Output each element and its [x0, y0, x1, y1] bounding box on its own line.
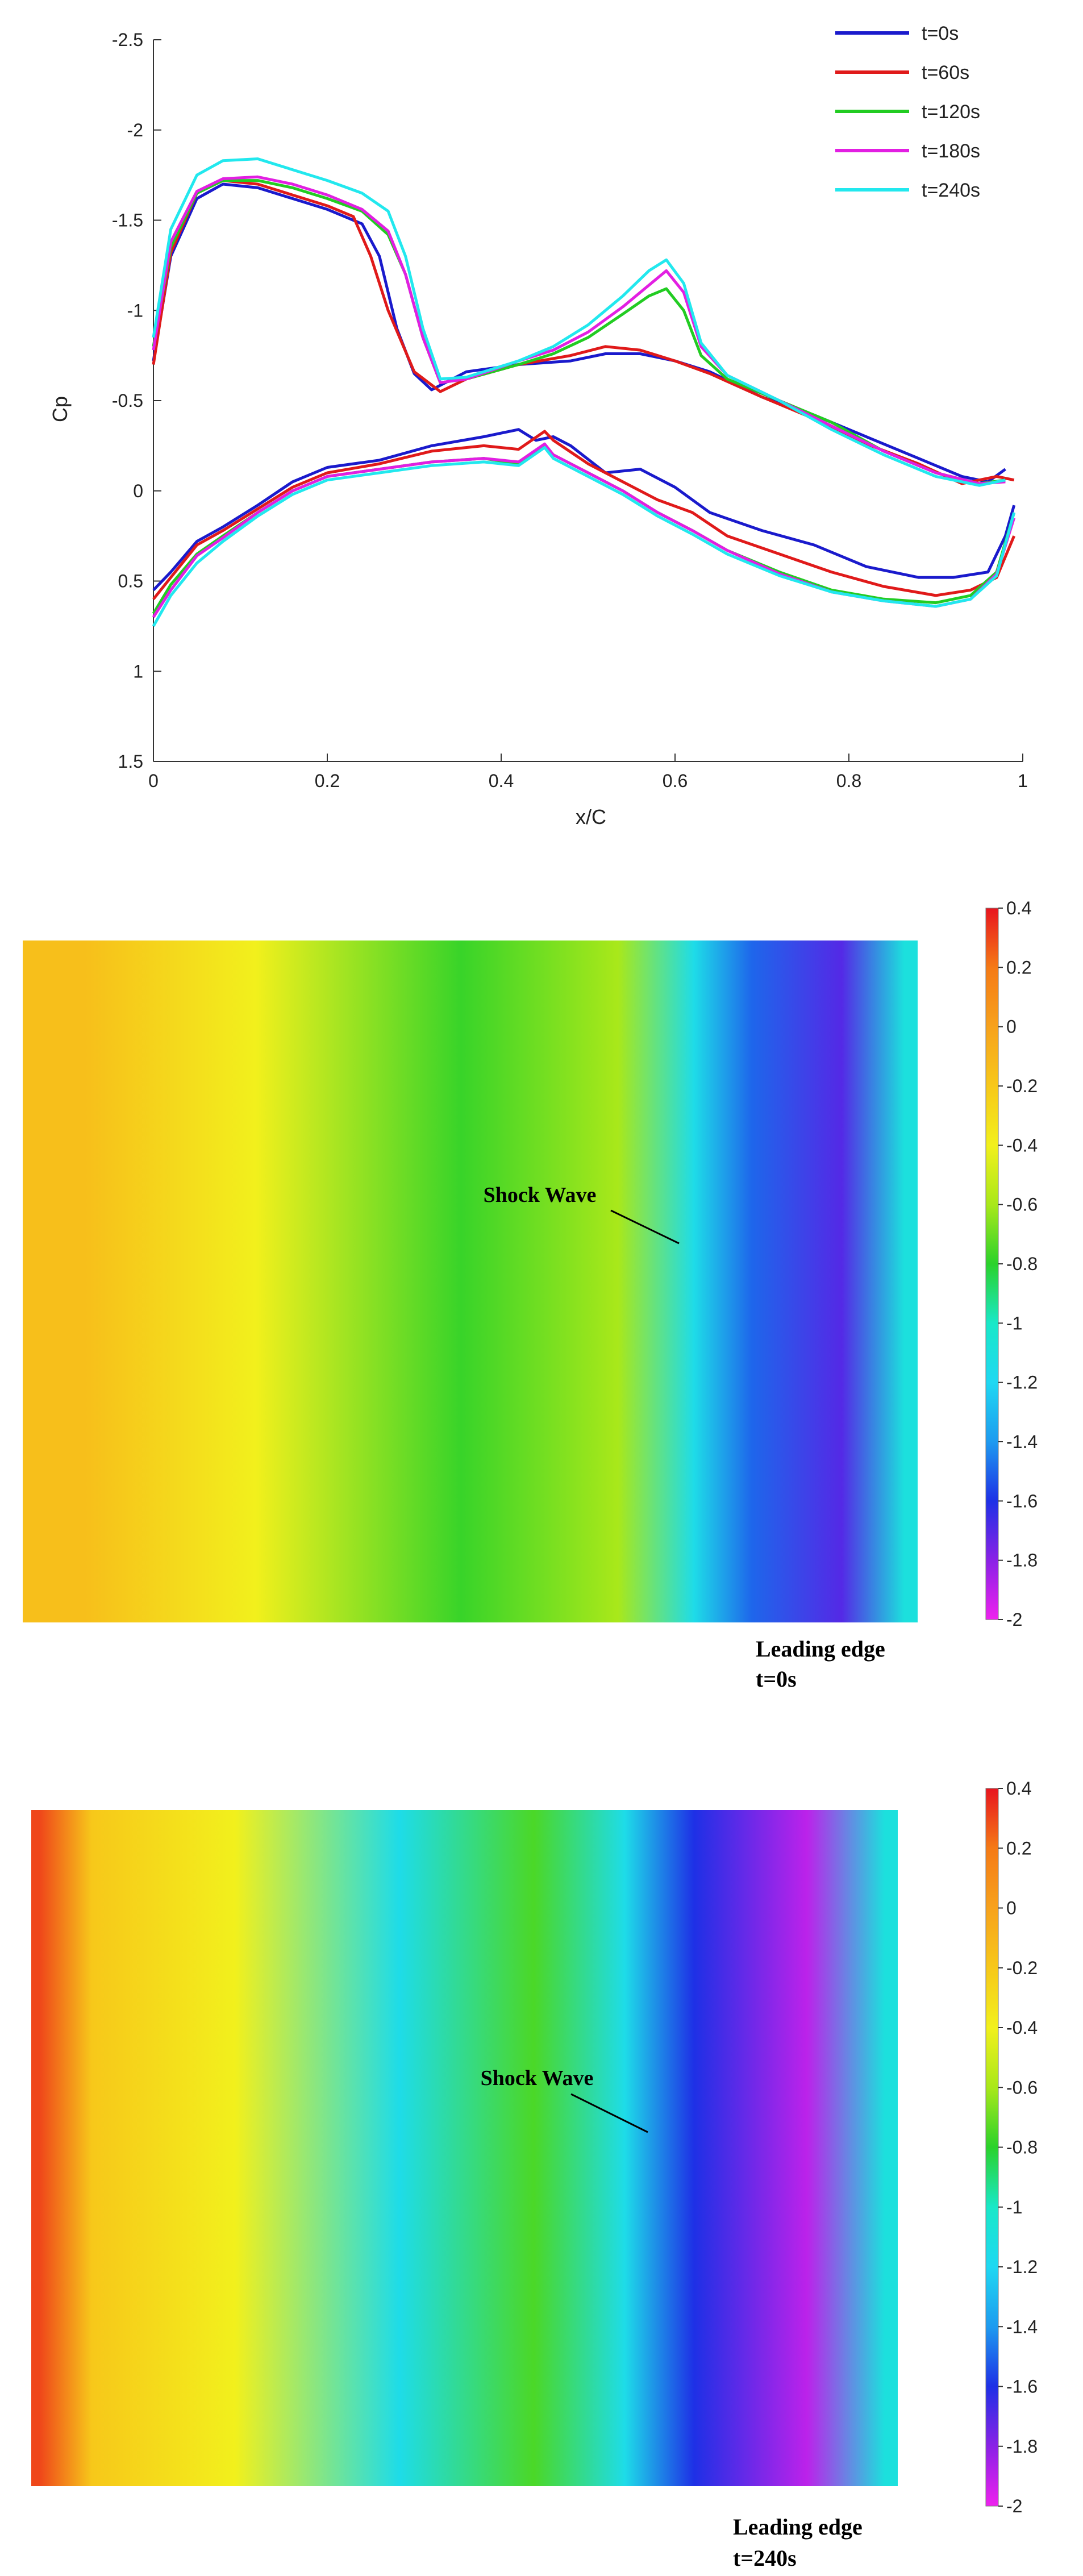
chart-ticks: 0 0.2 0.4 0.6 0.8 1 -2.5 -2 -1.5 -1 -0.5 0 0.5 1 1.5: [112, 30, 1028, 791]
legend-label: t=0s: [922, 23, 959, 44]
shock-wave-label: Shock Wave: [484, 1183, 597, 1207]
x-tick-label: 0: [148, 771, 159, 791]
x-tick-label: 1: [1018, 771, 1028, 791]
colorbar-tick-label: -0.8: [1006, 1254, 1038, 1274]
series-line-lower: [152, 446, 1016, 627]
legend-label: t=180s: [922, 140, 980, 162]
leading-edge-caption: Leading edge: [756, 1636, 885, 1662]
colorbar-tick-label: -0.2: [1006, 1958, 1038, 1978]
colorbar-tick-label: 0: [1006, 1898, 1017, 1919]
series-line-upper: [152, 179, 1015, 485]
y-tick-label: -2.5: [112, 30, 143, 50]
y-axis-label: Cp: [48, 396, 72, 422]
y-tick-label: -1: [127, 300, 143, 321]
colorbar-tick-label: -0.6: [1006, 2077, 1038, 2098]
series-line-lower: [152, 442, 1016, 618]
colorbar-tick-label: -1.8: [1006, 1550, 1038, 1571]
colorbar-tick-label: -1.8: [1006, 2436, 1038, 2457]
series-line-lower: [152, 428, 1016, 592]
heatmap-panel-t240: 0.4 0.2 0 -0.2 -0.4 -0.6 -0.8 -1 -1.2 -1.4 -1.6 -1.…: [0, 1773, 1083, 2576]
legend-label: t=120s: [922, 101, 980, 123]
pressure-map-t240: 0.4 0.2 0 -0.2 -0.4 -0.6 -0.8 -1 -1.2 -1.4 -1.6 -1.…: [31, 1778, 1038, 2571]
colorbar-tick-label: -1: [1006, 1313, 1022, 1333]
time-caption: t=240s: [733, 2545, 797, 2571]
colorbar-tick-label: 0.4: [1006, 1778, 1031, 1799]
colorbar-tick-label: -2: [1006, 2496, 1022, 2516]
heatmap-panel-t0: 0.4 0.2 0 -0.2 -0.4 -0.6 -0.8 -1 -1.2 -1.4 -1.6 -1.…: [0, 898, 1083, 1693]
colorbar-t0: 0.4 0.2 0 -0.2 -0.4 -0.6 -0.8 -1 -1.2 -1.4 -1.6 -1.…: [985, 898, 1038, 1630]
colorbar-tick-label: -1.4: [1006, 2316, 1038, 2337]
series-line-lower: [152, 430, 1016, 600]
colorbar-tick-label: -1.6: [1006, 2377, 1038, 2397]
leading-edge-caption: Leading edge: [733, 2514, 863, 2540]
y-tick-label: 1.5: [118, 751, 143, 772]
x-axis-label: x/C: [576, 805, 606, 829]
colorbar-tick-label: 0.2: [1006, 1838, 1031, 1858]
colorbar-gradient: [985, 908, 999, 1620]
legend-label: t=60s: [922, 62, 969, 84]
y-tick-label: -0.5: [112, 390, 143, 411]
colorbar-t240: 0.4 0.2 0 -0.2 -0.4 -0.6 -0.8 -1 -1.2 -1.4 -1.6 -1.…: [985, 1778, 1038, 2516]
chart-axes: [153, 40, 1023, 762]
colorbar-tick-label: -0.2: [1006, 1076, 1038, 1096]
chart-legend: t=0s t=60s t=120s t=180s t=240s: [835, 23, 980, 201]
colorbar-tick-label: -1.2: [1006, 2257, 1038, 2277]
colorbar-tick-label: -0.4: [1006, 1135, 1038, 1155]
legend-label: t=240s: [922, 180, 980, 201]
colorbar-tick-label: -0.4: [1006, 2017, 1038, 2038]
pressure-field: [31, 1810, 898, 2486]
colorbar-tick-label: -0.6: [1006, 1195, 1038, 1215]
shock-wave-pointer-line: [570, 2093, 648, 2133]
y-tick-label: 0.5: [118, 571, 143, 592]
x-tick-label: 0.8: [836, 771, 861, 791]
y-tick-label: -2: [127, 120, 143, 140]
x-tick-label: 0.2: [315, 771, 340, 791]
colorbar-tick-label: 0: [1006, 1017, 1017, 1037]
shock-wave-pointer-line: [610, 1209, 680, 1245]
pressure-map-t0: 0.4 0.2 0 -0.2 -0.4 -0.6 -0.8 -1 -1.2 -1.4 -1.6 -1.…: [23, 898, 1038, 1692]
colorbar-tick-label: -0.8: [1006, 2137, 1038, 2158]
colorbar-tick-label: -1.6: [1006, 1491, 1038, 1511]
series-line-upper: [152, 157, 1006, 487]
time-caption: t=0s: [756, 1666, 797, 1692]
colorbar-tick-label: 0.4: [1006, 898, 1031, 918]
chart-series: [152, 157, 1016, 627]
y-tick-label: 1: [133, 661, 143, 681]
cp-line-chart: 0 0.2 0.4 0.6 0.8 1 -2.5 -2 -1.5 -1 -0.5 0 0.5 1 1.5 t…: [48, 23, 1028, 829]
x-tick-label: 0.4: [489, 771, 514, 791]
x-tick-label: 0.6: [663, 771, 688, 791]
colorbar-tick-label: -2: [1006, 1609, 1022, 1630]
series-line-upper: [152, 179, 1006, 485]
colorbar-tick-label: -1.2: [1006, 1372, 1038, 1393]
y-tick-label: 0: [133, 481, 143, 501]
colorbar-gradient: [985, 1788, 999, 2507]
colorbar-tick-label: 0.2: [1006, 957, 1031, 977]
colorbar-tick-label: -1.4: [1006, 1431, 1038, 1452]
pressure-field: [23, 940, 918, 1622]
shock-wave-label: Shock Wave: [481, 2066, 594, 2090]
series-line-upper: [152, 175, 1006, 485]
y-tick-label: -1.5: [112, 210, 143, 231]
colorbar-tick-label: -1: [1006, 2197, 1022, 2217]
series-line-upper: [152, 182, 1006, 484]
